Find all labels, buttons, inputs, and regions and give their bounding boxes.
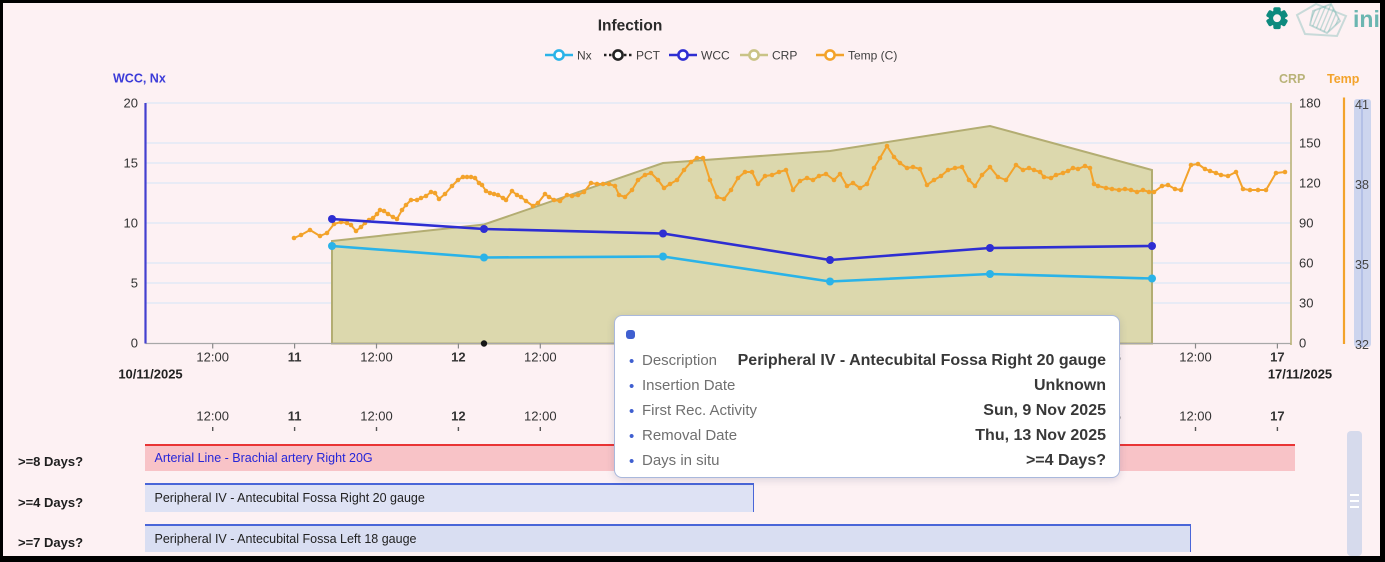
svg-text:12: 12	[451, 409, 465, 424]
svg-text:12:00: 12:00	[196, 350, 229, 365]
svg-text:17: 17	[1270, 350, 1284, 365]
svg-text:12:00: 12:00	[360, 409, 393, 424]
svg-text:12:00: 12:00	[524, 350, 557, 365]
svg-text:15: 15	[124, 156, 138, 171]
svg-text:17: 17	[1270, 409, 1284, 424]
svg-text:Temp: Temp	[1327, 72, 1360, 86]
svg-text:12:00: 12:00	[196, 409, 229, 424]
svg-text:0: 0	[1299, 336, 1306, 351]
svg-text:11: 11	[288, 350, 302, 365]
svg-text:180: 180	[1299, 96, 1321, 111]
svg-text:0: 0	[131, 336, 138, 351]
svg-text:150: 150	[1299, 136, 1321, 151]
svg-text:WCC, Nx: WCC, Nx	[113, 72, 166, 86]
svg-text:12:00: 12:00	[360, 350, 393, 365]
svg-text:11: 11	[288, 409, 302, 424]
svg-text:WCC: WCC	[701, 49, 730, 63]
svg-text:CRP: CRP	[772, 49, 797, 63]
svg-text:30: 30	[1299, 296, 1313, 311]
svg-text:10: 10	[124, 216, 138, 231]
svg-text:ini: ini	[1353, 6, 1380, 32]
svg-text:Nx: Nx	[577, 49, 592, 63]
svg-text:12:00: 12:00	[1179, 350, 1212, 365]
svg-text:12: 12	[451, 350, 465, 365]
svg-text:PCT: PCT	[636, 49, 661, 63]
svg-text:CRP: CRP	[1279, 72, 1305, 86]
svg-text:60: 60	[1299, 256, 1313, 271]
svg-text:17/11/2025: 17/11/2025	[1268, 367, 1332, 382]
svg-text:Temp (C): Temp (C)	[848, 49, 897, 63]
svg-text:90: 90	[1299, 216, 1313, 231]
svg-text:12:00: 12:00	[524, 409, 557, 424]
svg-text:5: 5	[131, 276, 138, 291]
svg-text:12:00: 12:00	[1179, 409, 1212, 424]
svg-text:120: 120	[1299, 176, 1321, 191]
svg-text:10/11/2025: 10/11/2025	[118, 367, 182, 382]
svg-text:Infection: Infection	[598, 18, 663, 35]
svg-text:20: 20	[124, 96, 138, 111]
